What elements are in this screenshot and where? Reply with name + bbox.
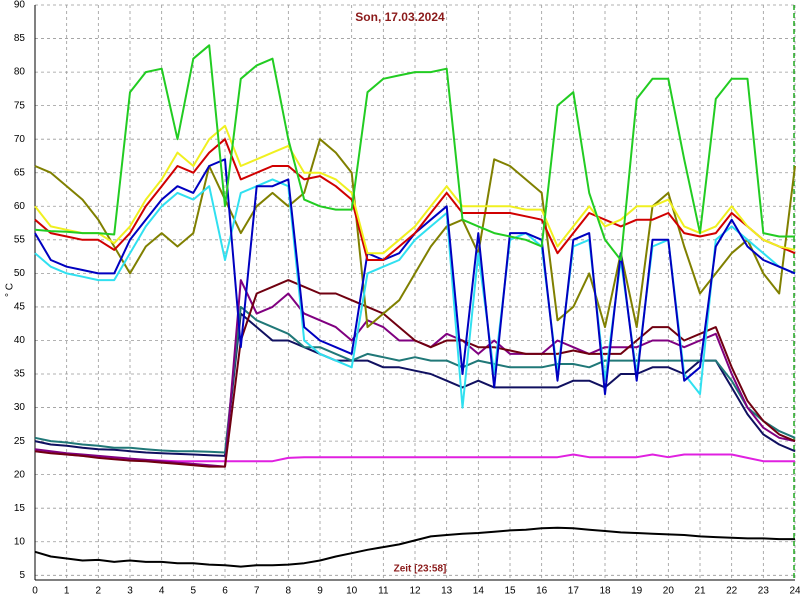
series-line xyxy=(34,279,796,468)
x-tick-label: 5 xyxy=(191,586,197,597)
x-tick-label: 11 xyxy=(378,586,389,597)
y-tick-label: 15 xyxy=(14,503,26,514)
x-tick-label: 3 xyxy=(127,586,133,597)
y-tick-label: 30 xyxy=(14,402,26,413)
chart-title: Son, 17.03.2024 xyxy=(355,10,445,24)
x-tick-label: 12 xyxy=(409,586,421,597)
y-tick-label: 10 xyxy=(14,536,26,547)
series-line xyxy=(34,44,795,261)
series-line xyxy=(34,138,796,329)
series-line xyxy=(34,124,796,255)
y-tick-label: 50 xyxy=(14,268,26,279)
y-tick-label: 65 xyxy=(14,167,26,178)
x-tick-label: 14 xyxy=(473,586,485,597)
x-tick-label: 0 xyxy=(32,586,38,597)
x-tick-label: 4 xyxy=(159,586,165,597)
y-tick-label: 40 xyxy=(14,335,26,346)
x-tick-label: 18 xyxy=(599,586,611,597)
x-tick-label: 20 xyxy=(663,586,675,597)
x-tick-label: 15 xyxy=(504,586,516,597)
y-tick-label: 70 xyxy=(14,134,26,145)
series-line xyxy=(34,138,796,261)
x-tick-label: 17 xyxy=(568,586,580,597)
y-tick-label: 45 xyxy=(14,302,26,313)
y-tick-label: 90 xyxy=(14,0,26,11)
x-tick-label: 6 xyxy=(222,586,228,597)
x-tick-label: 8 xyxy=(286,586,292,597)
y-tick-label: 20 xyxy=(14,469,26,480)
series-line xyxy=(34,305,796,454)
y-tick-label: 75 xyxy=(14,100,26,111)
y-axis-label: ° C xyxy=(5,283,16,297)
x-tick-label: 21 xyxy=(694,586,706,597)
x-tick-label: 19 xyxy=(631,586,643,597)
x-tick-label: 13 xyxy=(441,586,453,597)
x-tick-label: 7 xyxy=(254,586,260,597)
x-tick-label: 9 xyxy=(317,586,323,597)
x-tick-label: 23 xyxy=(758,586,770,597)
y-tick-label: 35 xyxy=(14,369,26,380)
x-tick-label: 10 xyxy=(346,586,358,597)
x-tick-label: 24 xyxy=(789,586,800,597)
y-tick-label: 55 xyxy=(14,234,26,245)
x-tick-label: 1 xyxy=(64,586,70,597)
series-line xyxy=(34,312,796,457)
y-tick-label: 5 xyxy=(19,570,25,581)
y-tick-label: 25 xyxy=(14,436,26,447)
y-tick-label: 80 xyxy=(14,67,26,78)
x-tick-label: 2 xyxy=(96,586,102,597)
y-tick-label: 85 xyxy=(14,33,26,44)
time-annotation: Zeit [23:58] xyxy=(394,564,447,575)
y-tick-label: 60 xyxy=(14,201,26,212)
series-line xyxy=(34,526,795,568)
x-tick-label: 16 xyxy=(536,586,548,597)
x-tick-label: 22 xyxy=(726,586,738,597)
